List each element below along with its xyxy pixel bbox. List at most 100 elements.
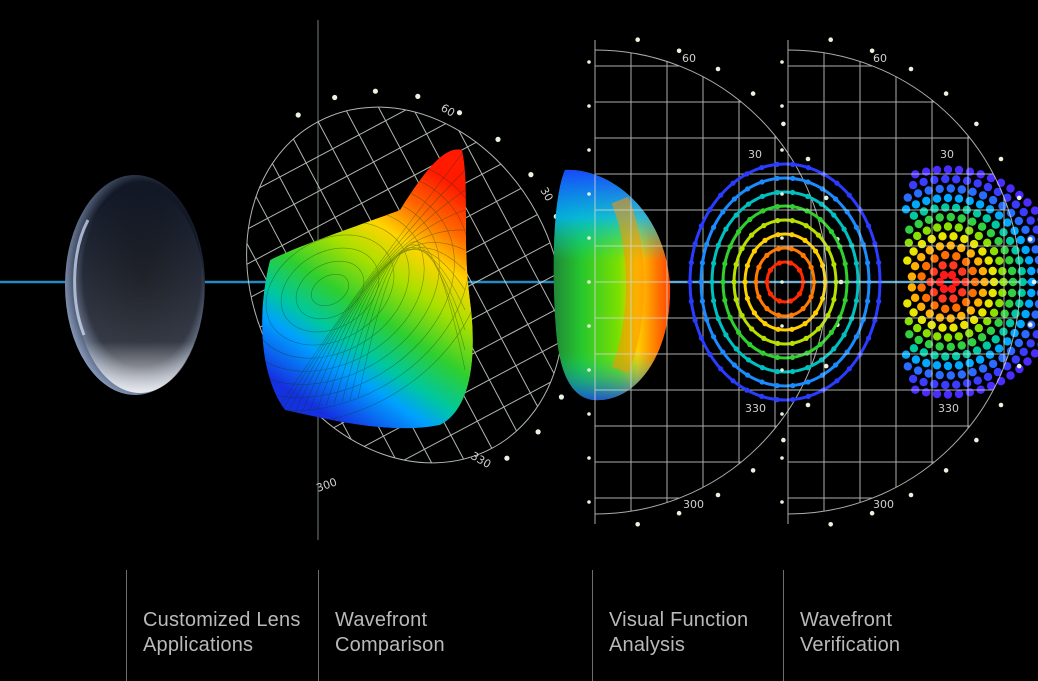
map-dot [978,308,987,317]
angle-label-30: 30 [748,148,762,161]
mesh-line [341,247,466,403]
contour-dot [760,208,766,214]
contour-dot [727,314,733,320]
contour-dot [813,248,819,254]
map-dot [1005,299,1014,308]
map-dot [965,226,974,235]
map-dot [922,293,931,303]
contour-dot [842,297,848,303]
map-dot [962,379,972,388]
map-dot [988,359,998,369]
contour-dot [844,209,850,215]
contour-dot [831,261,837,268]
map-dot [968,217,977,226]
map-dot [919,348,929,357]
map-dot [957,370,966,379]
map-dot [921,167,931,176]
map-dot [924,215,934,224]
lens-panel [65,175,205,395]
angle-dot [805,156,811,162]
axis-dot [780,368,784,372]
contour-dot [790,161,796,167]
contour-dot [745,372,751,378]
map-dot [972,346,982,355]
mesh-line [293,209,466,415]
map-dot [919,177,928,187]
map-dot [1021,245,1030,255]
map-dot [917,283,926,292]
map-dot [943,222,953,231]
map-dot [986,173,996,183]
contour-dot [751,248,758,254]
contour-dot [834,378,840,384]
map-dot [1003,218,1012,227]
angle-dot [943,468,949,473]
map-dot [998,267,1007,276]
map-dot [919,207,929,216]
contour-dot [790,175,796,181]
map-dot [914,219,923,229]
axis-dot [780,500,784,504]
map-dot [952,175,961,184]
map-dot [909,247,918,256]
map-dot [988,195,998,205]
map-dot [929,267,938,276]
contour-dot [762,237,768,243]
contour-dot [709,279,715,285]
map-dot [947,270,957,280]
contour-dot [715,242,721,248]
contour-dot [788,298,794,304]
contour-dot [797,291,803,297]
verification-panel: 60 30 330 300 [780,37,1038,527]
contour-dot [800,306,806,312]
contour-dot [687,279,693,285]
map-dot [954,389,964,399]
map-dot [901,350,911,359]
angle-label-30: 30 [537,185,555,204]
caption-wavefront-comparison: Wavefront Comparison [318,570,445,681]
map-dot [966,249,975,258]
map-dot [914,335,923,345]
map-dot [1019,347,1028,357]
angle-dot [558,394,565,400]
angle-dot [528,172,534,178]
contour-dot [789,204,796,210]
map-dot [984,256,993,265]
contour-dot [815,232,822,238]
contour-dot [865,260,871,266]
map-dot [917,302,926,311]
map-dot [932,194,942,203]
map-dot [905,225,914,234]
contour-dot [715,316,721,322]
contour-dot [776,298,783,304]
map-dot [965,358,974,368]
map-dot [919,377,928,387]
map-dot [1030,206,1038,215]
contour-dot [733,346,739,352]
map-dot [994,344,1004,353]
map-dot [978,364,988,373]
angle-dot [943,91,949,96]
angle-dots-4 [780,37,1037,527]
caption-line1: Wavefront [335,609,428,631]
angle-dot [781,437,786,443]
visual-function-panel: 60 30 330 300 [553,37,883,527]
contour-dot [818,201,825,207]
mesh-ring [311,273,349,307]
caption-line2: Verification [800,634,901,656]
contour-dot [837,244,843,250]
map-dot [913,189,923,198]
map-dot [973,179,982,188]
axis-dot [587,500,591,504]
contour-dot [828,329,835,335]
map-dot [975,200,985,209]
angle-dot [974,121,979,127]
angle-dot [750,468,756,473]
map-dot [929,288,938,297]
map-dot [1006,184,1015,193]
contour-dot [805,165,811,171]
angle-dot [535,429,541,435]
map-dot [1003,337,1012,346]
angle-dot [1028,237,1033,242]
map-dot [924,340,934,349]
